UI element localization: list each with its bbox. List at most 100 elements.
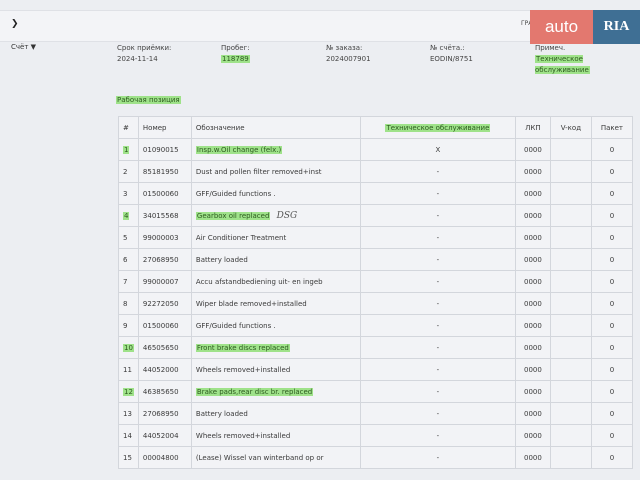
row-code: 27068950 <box>137 248 192 271</box>
row-package: 0 <box>590 248 633 271</box>
row-vcode <box>549 402 592 425</box>
autoria-logo: auto RIA <box>530 10 640 44</box>
row-lkp: 0000 <box>514 358 551 381</box>
row-vcode <box>549 248 592 271</box>
row-lkp: 0000 <box>514 380 551 403</box>
row-index: 6 <box>118 248 139 271</box>
table-row: 3 01500060 GFF/Guided functions . -0000 0 <box>118 182 633 205</box>
row-vcode <box>549 424 592 447</box>
row-index: 8 <box>118 292 139 315</box>
row-description: Front brake discs replaced <box>190 336 361 359</box>
row-index: 2 <box>118 160 139 183</box>
row-index: 7 <box>118 270 139 293</box>
row-description: Battery loaded <box>190 248 361 271</box>
row-vcode <box>549 314 592 337</box>
row-lkp: 0000 <box>514 402 551 425</box>
row-package: 0 <box>590 226 633 249</box>
row-vcode <box>549 182 592 205</box>
row-vcode <box>549 336 592 359</box>
row-maintenance: - <box>359 182 516 205</box>
row-code: 85181950 <box>137 160 192 183</box>
row-description: Wiper blade removed+installed <box>190 292 361 315</box>
chevron-down-icon: ▼ <box>30 43 37 51</box>
row-vcode <box>549 226 592 249</box>
row-package: 0 <box>590 182 633 205</box>
row-maintenance: - <box>359 424 516 447</box>
row-maintenance: - <box>359 270 516 293</box>
field-mileage: Пробег: 118789 <box>221 43 250 65</box>
row-code: 01090015 <box>137 138 192 161</box>
col-number: # <box>118 116 139 139</box>
row-index: 11 <box>118 358 139 381</box>
row-package: 0 <box>590 380 633 403</box>
field-label: № заказа: <box>326 44 363 52</box>
work-items-table: # Номер Обозначение Техническое обслужив… <box>118 116 633 469</box>
row-lkp: 0000 <box>514 138 551 161</box>
row-code: 27068950 <box>137 402 192 425</box>
field-label: Примеч. <box>535 44 566 52</box>
row-lkp: 0000 <box>514 248 551 271</box>
table-row: 11 44052000 Wheels removed+installed -0000 0 <box>118 358 633 381</box>
row-code: 46505650 <box>137 336 192 359</box>
row-vcode <box>549 358 592 381</box>
row-vcode <box>549 292 592 315</box>
table-row: 1 01090015 Insp.w.Oil change (felx.) X 0000 0 <box>118 138 633 161</box>
row-description: Insp.w.Oil change (felx.) <box>190 138 361 161</box>
field-label: Срок приёмки: <box>117 44 172 52</box>
row-lkp: 0000 <box>514 204 551 227</box>
table-row: 9 01500060 GFF/Guided functions . -0000 0 <box>118 314 633 337</box>
row-vcode <box>549 446 592 469</box>
logo-auto: auto <box>530 10 593 44</box>
table-row: 6 27068950 Battery loaded -0000 0 <box>118 248 633 271</box>
row-maintenance: - <box>359 226 516 249</box>
row-vcode <box>549 204 592 227</box>
section-title: Рабочая позиция <box>116 96 181 104</box>
invoice-toggle[interactable]: Счёт ▼ <box>11 43 36 51</box>
row-description: Wheels removed+installed <box>190 424 361 447</box>
field-value: 118789 <box>221 55 250 63</box>
row-description: Brake pads,rear disc br. replaced <box>190 380 361 403</box>
field-value: Техническое обслуживание <box>535 55 590 74</box>
row-index: 10 <box>118 336 139 359</box>
row-lkp: 0000 <box>514 424 551 447</box>
row-package: 0 <box>590 424 633 447</box>
table-row: 5 99000003 Air Conditioner Treatment -0000 0 <box>118 226 633 249</box>
field-invoice-no: № счёта.: EODIN/8751 <box>430 43 473 65</box>
row-code: 34015568 <box>137 204 192 227</box>
row-code: 99000003 <box>137 226 192 249</box>
row-description: Gearbox oil replaced DSG <box>190 204 361 227</box>
table-row: 8 92272050 Wiper blade removed+installed -0… <box>118 292 633 315</box>
row-maintenance: - <box>359 336 516 359</box>
row-package: 0 <box>590 402 633 425</box>
row-description: Air Conditioner Treatment <box>190 226 361 249</box>
field-order: № заказа: 2024007901 <box>326 43 371 65</box>
row-code: 46385650 <box>137 380 192 403</box>
field-label: № счёта.: <box>430 44 465 52</box>
row-index: 3 <box>118 182 139 205</box>
row-lkp: 0000 <box>514 446 551 469</box>
field-label: Пробег: <box>221 44 250 52</box>
row-vcode <box>549 380 592 403</box>
row-lkp: 0000 <box>514 270 551 293</box>
chevron-down-icon[interactable]: ❯ <box>11 19 19 29</box>
row-package: 0 <box>590 446 633 469</box>
row-maintenance: - <box>359 292 516 315</box>
row-code: 00004800 <box>137 446 192 469</box>
row-package: 0 <box>590 204 633 227</box>
row-index: 1 <box>118 138 139 161</box>
row-maintenance: X <box>359 138 516 161</box>
row-lkp: 0000 <box>514 314 551 337</box>
invoice-label: Счёт <box>11 43 29 51</box>
row-lkp: 0000 <box>514 226 551 249</box>
row-code: 99000007 <box>137 270 192 293</box>
row-index: 13 <box>118 402 139 425</box>
row-vcode <box>549 160 592 183</box>
row-package: 0 <box>590 314 633 337</box>
col-lkp: ЛКП <box>514 116 551 139</box>
row-maintenance: - <box>359 204 516 227</box>
col-vcode: V-код <box>549 116 592 139</box>
table-header: # Номер Обозначение Техническое обслужив… <box>118 116 633 139</box>
row-lkp: 0000 <box>514 182 551 205</box>
row-index: 14 <box>118 424 139 447</box>
row-description: Accu afstandbediening uit- en ingeb <box>190 270 361 293</box>
